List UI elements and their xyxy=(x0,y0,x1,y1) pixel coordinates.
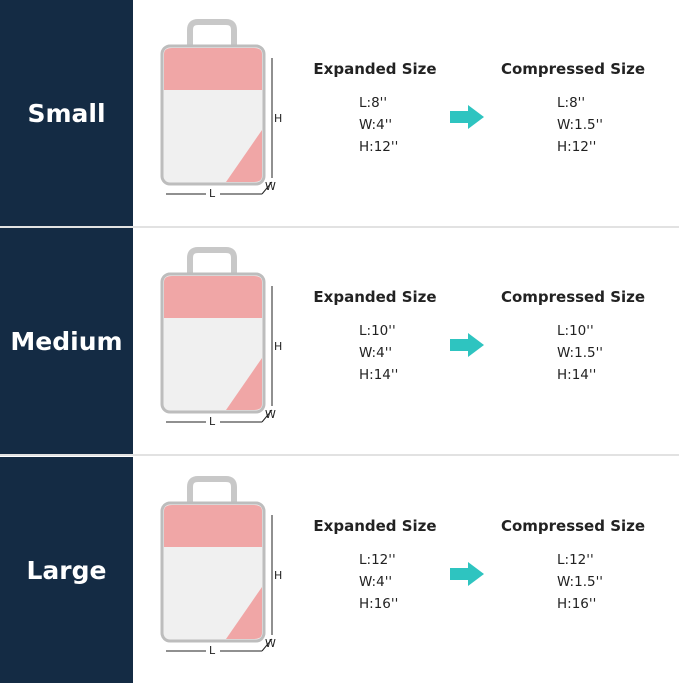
compressed-size: Compressed Size L:12'' W:1.5'' H:16'' xyxy=(493,517,653,615)
expanded-title: Expanded Size xyxy=(313,288,437,306)
size-label: Large xyxy=(26,555,107,585)
arrow-right-icon xyxy=(450,333,484,357)
size-row: Small H L W Expanded Size L:8'' W:4'' H:… xyxy=(0,0,679,226)
compressed-width: W:1.5'' xyxy=(557,345,603,361)
size-label: Medium xyxy=(10,326,123,356)
height-marker: H xyxy=(274,340,282,353)
compressed-height: H:16'' xyxy=(557,596,597,612)
size-label-panel: Medium xyxy=(0,228,133,454)
arrow-right-icon xyxy=(450,105,484,129)
compressed-title: Compressed Size xyxy=(500,517,646,535)
width-marker: W xyxy=(265,180,276,193)
expanded-width: W:4'' xyxy=(359,345,393,361)
size-label-panel: Large xyxy=(0,457,133,683)
compressed-width: W:1.5'' xyxy=(557,574,603,590)
size-label: Small xyxy=(27,98,106,128)
packing-cube-image: H L W xyxy=(160,476,282,655)
expanded-length: L:10'' xyxy=(359,323,396,339)
compressed-title: Compressed Size xyxy=(500,60,646,78)
packing-cube-image: H L W xyxy=(160,19,282,198)
compressed-title: Compressed Size xyxy=(500,288,646,306)
packing-cube-image: H L W xyxy=(160,247,282,426)
expanded-size: Expanded Size L:10'' W:4'' H:14'' xyxy=(295,288,455,386)
compressed-size: Compressed Size L:8'' W:1.5'' H:12'' xyxy=(493,60,653,158)
expanded-size: Expanded Size L:8'' W:4'' H:12'' xyxy=(295,60,455,158)
compressed-height: H:12'' xyxy=(557,139,597,155)
compressed-length: L:8'' xyxy=(557,95,586,111)
compressed-size: Compressed Size L:10'' W:1.5'' H:14'' xyxy=(493,288,653,386)
expanded-height: H:12'' xyxy=(359,139,399,155)
compressed-length: L:10'' xyxy=(557,323,594,339)
expanded-height: H:16'' xyxy=(359,596,399,612)
size-row: Large H L W Expanded Size L:12'' W:4'' H… xyxy=(0,457,679,683)
compressed-length: L:12'' xyxy=(557,552,594,568)
width-marker: W xyxy=(265,637,276,650)
expanded-width: W:4'' xyxy=(359,574,393,590)
compressed-height: H:14'' xyxy=(557,367,597,383)
size-row: Medium H L W Expanded Size L:10'' W:4'' … xyxy=(0,228,679,454)
expanded-length: L:12'' xyxy=(359,552,396,568)
expanded-title: Expanded Size xyxy=(313,517,437,535)
expanded-length: L:8'' xyxy=(359,95,388,111)
length-marker: L xyxy=(209,187,216,198)
width-marker: W xyxy=(265,408,276,421)
length-marker: L xyxy=(209,415,216,426)
arrow-right-icon xyxy=(450,562,484,586)
row-divider xyxy=(0,226,679,228)
row-divider xyxy=(0,454,679,456)
expanded-title: Expanded Size xyxy=(313,60,437,78)
expanded-size: Expanded Size L:12'' W:4'' H:16'' xyxy=(295,517,455,615)
height-marker: H xyxy=(274,112,282,125)
size-label-panel: Small xyxy=(0,0,133,226)
expanded-height: H:14'' xyxy=(359,367,399,383)
length-marker: L xyxy=(209,644,216,655)
compressed-width: W:1.5'' xyxy=(557,117,603,133)
height-marker: H xyxy=(274,569,282,582)
expanded-width: W:4'' xyxy=(359,117,393,133)
